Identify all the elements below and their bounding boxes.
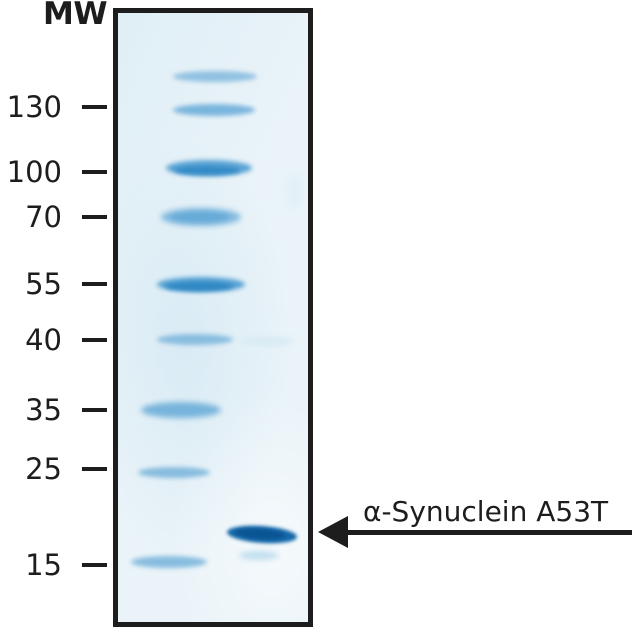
marker-band-55-core bbox=[165, 281, 233, 291]
annotation-arrow-line bbox=[344, 530, 632, 535]
mw-marker-row-100: 100 bbox=[0, 152, 107, 192]
marker-band-top bbox=[173, 70, 257, 82]
marker-band-100-core bbox=[174, 165, 240, 175]
marker-band-70-core bbox=[171, 212, 229, 222]
mw-axis-title: MW bbox=[43, 0, 108, 32]
mw-label-35: 35 bbox=[25, 393, 62, 427]
marker-band-35 bbox=[141, 402, 221, 418]
mw-label-100: 100 bbox=[6, 155, 62, 189]
faint-smear-right-40 bbox=[242, 336, 294, 346]
mw-tick-35 bbox=[82, 408, 107, 412]
mw-marker-row-130: 130 bbox=[0, 87, 107, 127]
mw-tick-100 bbox=[82, 170, 107, 174]
mw-label-130: 130 bbox=[6, 90, 62, 124]
mw-label-70: 70 bbox=[25, 200, 62, 234]
sample-band-shadow bbox=[239, 550, 279, 560]
mw-label-40: 40 bbox=[25, 323, 62, 357]
mw-tick-40 bbox=[82, 338, 107, 342]
annotation-label: α-Synuclein A53T bbox=[363, 495, 609, 528]
mw-marker-row-55: 55 bbox=[0, 264, 107, 304]
mw-marker-row-35: 35 bbox=[0, 390, 107, 430]
mw-tick-70 bbox=[82, 215, 107, 219]
mw-label-15: 15 bbox=[25, 548, 62, 582]
marker-band-25 bbox=[138, 466, 210, 478]
mw-tick-130 bbox=[82, 105, 107, 109]
gel-bands-layer bbox=[118, 13, 308, 622]
mw-tick-55 bbox=[82, 282, 107, 286]
mw-label-55: 55 bbox=[25, 267, 62, 301]
marker-band-15 bbox=[131, 556, 207, 568]
faint-smear-right-80 bbox=[287, 174, 301, 208]
mw-label-25: 25 bbox=[25, 452, 62, 486]
mw-tick-25 bbox=[82, 467, 107, 471]
marker-band-130 bbox=[173, 104, 255, 116]
gel-photo bbox=[113, 8, 313, 627]
mw-marker-row-40: 40 bbox=[0, 320, 107, 360]
mw-marker-row-15: 15 bbox=[0, 545, 107, 585]
mw-marker-row-25: 25 bbox=[0, 449, 107, 489]
mw-tick-15 bbox=[82, 563, 107, 567]
marker-band-40 bbox=[157, 333, 233, 345]
mw-marker-row-70: 70 bbox=[0, 197, 107, 237]
arrow-left-icon bbox=[318, 516, 348, 548]
